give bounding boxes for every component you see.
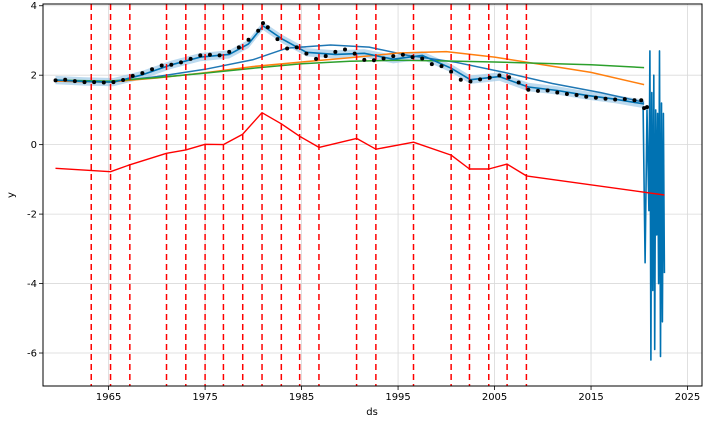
observed-point [362, 57, 367, 62]
observed-point [72, 79, 77, 84]
observed-point [507, 75, 512, 80]
observed-point [613, 97, 618, 102]
observed-point [371, 58, 376, 63]
observed-point [632, 98, 637, 103]
y-tick-label: -4 [27, 279, 37, 290]
observed-point [246, 37, 251, 42]
x-tick-label: 1975 [192, 392, 217, 403]
forecast-tail-line [642, 50, 666, 361]
observed-point [256, 28, 261, 33]
observed-point [150, 67, 155, 72]
uncertainty-band [55, 21, 645, 109]
observed-point [458, 77, 463, 82]
observed-point [304, 51, 309, 56]
observed-point [178, 60, 183, 65]
observed-point [207, 52, 212, 57]
observed-point [140, 71, 145, 76]
observed-point [381, 56, 386, 61]
x-tick-label: 1985 [289, 392, 314, 403]
x-tick-label: 1965 [96, 392, 121, 403]
forecast-uncertainty-band [55, 21, 645, 109]
x-tick-label: 1995 [385, 392, 410, 403]
observed-point [323, 54, 328, 59]
observed-point [82, 80, 87, 85]
series-blue-line [55, 44, 645, 104]
observed-point [622, 97, 627, 102]
changepoint-layer [90, 4, 528, 386]
observed-point [420, 56, 425, 61]
observed-point [535, 88, 540, 93]
observed-point [478, 77, 483, 82]
series-layer [55, 25, 666, 361]
observed-point [217, 53, 222, 58]
observed-point [121, 78, 126, 83]
observed-point [468, 79, 473, 84]
observed-point [188, 56, 193, 61]
observed-point [265, 25, 270, 30]
observed-point [603, 96, 608, 101]
y-tick-label: -6 [27, 349, 37, 360]
trend-line [55, 112, 665, 196]
observed-point [275, 37, 280, 42]
grid [43, 4, 702, 386]
observed-point [236, 45, 241, 50]
y-axis-label: y [6, 192, 17, 198]
y-tick-label: -2 [27, 210, 37, 221]
observed-point [645, 105, 650, 110]
observed-point [391, 54, 396, 59]
observed-point [294, 45, 299, 50]
observed-point [593, 95, 598, 100]
y-tick-label: 4 [31, 1, 37, 12]
observed-points [53, 21, 650, 111]
observed-point [449, 69, 454, 74]
observed-point [260, 21, 265, 26]
forecast-line [55, 25, 645, 105]
observed-point [574, 92, 579, 97]
observed-point [101, 80, 106, 85]
observed-point [314, 56, 319, 61]
series-green-line [55, 59, 645, 82]
observed-point [410, 55, 415, 60]
y-tick-label: 0 [31, 140, 37, 151]
observed-point [497, 73, 502, 78]
observed-point [285, 46, 290, 51]
observed-point [516, 80, 521, 85]
observed-point [333, 49, 338, 54]
observed-point [63, 77, 68, 82]
x-tick-label: 2005 [482, 392, 507, 403]
observed-point [555, 90, 560, 95]
observed-point [130, 73, 135, 78]
y-tick-label: 2 [31, 71, 37, 82]
observed-point [53, 78, 58, 83]
observed-point [526, 87, 531, 92]
x-tick-label: 2015 [578, 392, 603, 403]
observed-point [227, 49, 232, 54]
observed-point [639, 98, 644, 103]
x-axis-label: ds [366, 407, 378, 418]
observed-point [159, 63, 164, 68]
x-tick-label: 2025 [675, 392, 700, 403]
observed-point [584, 94, 589, 99]
observed-point [92, 80, 97, 85]
observed-point [564, 91, 569, 96]
observed-point [111, 80, 116, 85]
observed-point [343, 47, 348, 52]
observed-point [545, 88, 550, 93]
observed-point [400, 52, 405, 57]
observed-point [352, 51, 357, 56]
observed-point [169, 62, 174, 67]
axis-ticks: 1965 1975 1985 1995 2005 2015 2025 4 2 0 -2 -4 -6 [27, 1, 700, 403]
observed-point [429, 62, 434, 67]
observed-point [487, 75, 492, 80]
observed-point [198, 53, 203, 58]
plot-frame [42, 3, 703, 387]
observed-point [439, 64, 444, 69]
